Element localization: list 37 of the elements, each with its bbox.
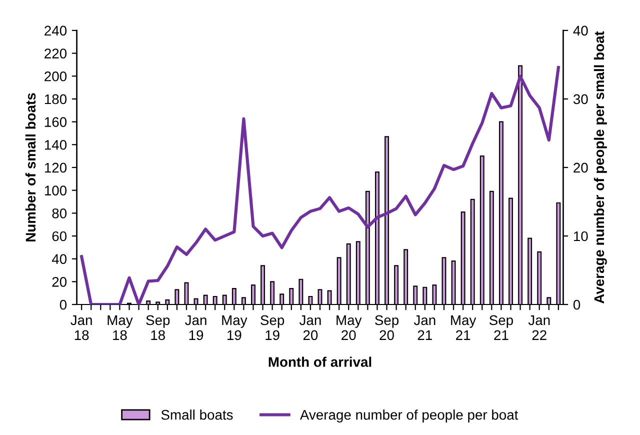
y-tick-label: 160 [44,117,67,127]
y-tick-label: 60 [52,231,67,242]
y-tick-label: 40 [52,254,67,264]
y2-tick-label: 10 [574,231,588,242]
x-axis-title: Month of arrival [268,356,372,367]
x-tick-label: May 21 [451,315,476,340]
x-tick-label: Sep 21 [489,315,513,340]
y2-tick-label: 30 [573,94,588,104]
x-tick-label: Sep 19 [260,315,284,340]
y-tick-label: 220 [44,48,67,58]
x-tick-label: May 18 [108,315,133,340]
legend-label: Small boats [161,410,233,420]
y-tick-label: 180 [44,94,67,104]
x-tick-label: May 19 [222,315,248,340]
y-tick-label: 80 [52,208,67,218]
x-tick-label: Sep 20 [375,315,399,340]
y-tick-label: 20 [52,276,67,287]
y-tick-label: 100 [44,186,67,196]
y-tick-label: 0 [60,300,67,310]
x-tick-label: Sep 18 [146,315,170,340]
x-tick-label: Jan 22 [528,315,550,340]
y2-tick-label: 0 [573,300,580,310]
line-series [80,66,560,304]
y2-tick-label: 20 [574,162,588,173]
y-tick-label: 120 [44,162,67,173]
x-tick-label: May 20 [336,315,362,340]
x-tick-label: Jan 20 [299,315,321,340]
x-tick-label: Jan 19 [185,315,206,340]
y2-axis-title: Average number of people per small boat [594,31,607,304]
x-tick-label: Jan 21 [414,315,436,340]
y-tick-label: 140 [44,140,67,150]
y-tick-label: 240 [44,26,67,36]
y-axis-title: Number of small boats [25,93,36,242]
legend-label: Average number of people per boat [300,410,518,422]
y2-tick-label: 40 [573,26,588,36]
y-tick-label: 200 [44,71,67,82]
x-tick-label: Jan 18 [70,315,92,340]
